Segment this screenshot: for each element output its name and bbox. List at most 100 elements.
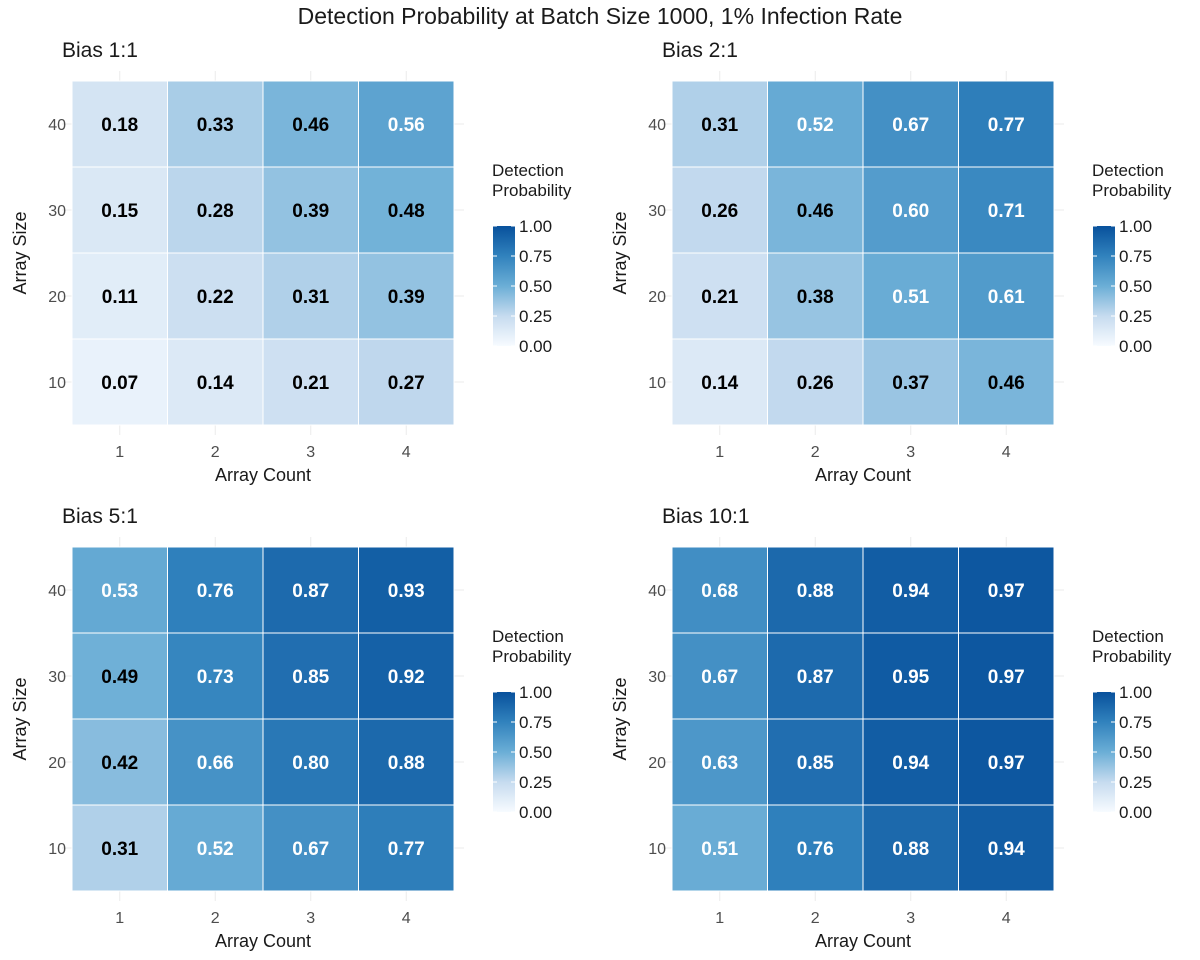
cell-value-label: 0.21 — [701, 287, 738, 308]
cell-value-label: 0.53 — [101, 581, 138, 602]
legend-tick-label: 0.75 — [1119, 713, 1152, 732]
cell-value-label: 0.52 — [197, 839, 234, 860]
heatmap-cell — [358, 252, 455, 340]
y-tick-label: 10 — [48, 841, 66, 858]
cell-value-label: 0.73 — [197, 667, 234, 688]
legend-tick-label: 0.75 — [519, 713, 552, 732]
heatmap-cell — [167, 338, 264, 426]
heatmap-panel: Bias 10:1 0.51 0.76 0.88 0.94 0.63 0.85 0.94 0.9… — [610, 505, 1172, 951]
heatmap-cell — [862, 80, 959, 168]
heatmap-cell — [358, 80, 455, 168]
y-tick-label: 20 — [648, 289, 666, 306]
heatmap-cell — [958, 718, 1055, 806]
cell-value-label: 0.07 — [101, 373, 138, 394]
heatmap-panel: Bias 1:1 0.07 0.14 0.21 0.27 0.11 0.22 0.31 0.39… — [10, 39, 572, 485]
cell-value-label: 0.42 — [101, 753, 138, 774]
heatmap-cell — [767, 80, 864, 168]
cell-value-label: 0.63 — [701, 753, 738, 774]
cell-value-label: 0.14 — [701, 373, 738, 394]
legend-tick-label: 0.75 — [1119, 247, 1152, 266]
legend-title: Detection — [1092, 161, 1164, 180]
legend-tick-label: 0.25 — [519, 773, 552, 792]
heatmap-panel: Bias 2:1 0.14 0.26 0.37 0.46 0.21 0.38 0.51 0.61… — [610, 39, 1172, 485]
heatmap-cell — [358, 632, 455, 720]
heatmap-cell — [358, 718, 455, 806]
cell-value-label: 0.37 — [892, 373, 929, 394]
x-axis-label: Array Count — [215, 931, 311, 951]
cell-value-label: 0.87 — [292, 581, 329, 602]
heatmap-cell — [958, 546, 1055, 634]
legend-colorbar — [493, 226, 515, 346]
y-tick-label: 20 — [48, 755, 66, 772]
cell-value-label: 0.85 — [797, 753, 834, 774]
y-tick-label: 30 — [648, 669, 666, 686]
x-tick-label: 1 — [115, 444, 124, 461]
legend-title: Probability — [492, 181, 572, 200]
heatmap-cell — [71, 546, 168, 634]
y-tick-label: 30 — [48, 669, 66, 686]
cell-value-label: 0.51 — [892, 287, 929, 308]
y-tick-label: 30 — [48, 203, 66, 220]
heatmap-cell — [958, 804, 1055, 892]
x-tick-label: 4 — [1002, 444, 1011, 461]
cell-value-label: 0.94 — [892, 581, 929, 602]
cell-value-label: 0.51 — [701, 839, 738, 860]
cell-value-label: 0.80 — [292, 753, 329, 774]
legend-title: Detection — [1092, 627, 1164, 646]
cell-value-label: 0.97 — [988, 581, 1025, 602]
heatmap-cell — [671, 252, 768, 340]
legend-tick-label: 0.00 — [519, 337, 552, 356]
cell-value-label: 0.77 — [988, 115, 1025, 136]
heatmap-cell — [862, 166, 959, 254]
cell-value-label: 0.95 — [892, 667, 929, 688]
cell-value-label: 0.67 — [892, 115, 929, 136]
legend-tick-label: 0.50 — [1119, 743, 1152, 762]
heatmap-cell — [71, 338, 168, 426]
cell-value-label: 0.11 — [102, 287, 138, 308]
heatmap-cell — [958, 80, 1055, 168]
panel-title: Bias 5:1 — [62, 505, 138, 528]
cell-value-label: 0.56 — [388, 115, 425, 136]
legend-title: Probability — [1092, 647, 1172, 666]
heatmap-cell — [862, 252, 959, 340]
x-tick-label: 4 — [402, 444, 411, 461]
cell-value-label: 0.28 — [197, 201, 234, 222]
legend-tick-label: 1.00 — [519, 683, 552, 702]
cell-value-label: 0.38 — [797, 287, 834, 308]
panel-title: Bias 10:1 — [662, 505, 750, 528]
x-tick-label: 2 — [211, 910, 220, 927]
cell-value-label: 0.52 — [797, 115, 834, 136]
legend-colorbar — [493, 692, 515, 812]
heatmap-cell — [671, 166, 768, 254]
legend-title: Detection — [492, 627, 564, 646]
cell-value-label: 0.39 — [388, 287, 425, 308]
legend-tick-label: 1.00 — [1119, 683, 1152, 702]
cell-value-label: 0.76 — [197, 581, 234, 602]
heatmap-cell — [262, 546, 359, 634]
cell-value-label: 0.77 — [388, 839, 425, 860]
y-tick-label: 20 — [48, 289, 66, 306]
heatmap-panel: Bias 5:1 0.31 0.52 0.67 0.77 0.42 0.66 0.80 0.88… — [10, 505, 572, 951]
y-tick-label: 40 — [648, 117, 666, 134]
x-tick-label: 3 — [906, 444, 915, 461]
heatmap-cell — [71, 718, 168, 806]
cell-value-label: 0.31 — [101, 839, 138, 860]
legend-tick-label: 0.75 — [519, 247, 552, 266]
legend-tick-label: 0.50 — [519, 277, 552, 296]
legend-colorbar — [1093, 226, 1115, 346]
x-tick-label: 1 — [115, 910, 124, 927]
heatmap-cell — [71, 166, 168, 254]
heatmap-cell — [767, 338, 864, 426]
legend-title: Probability — [1092, 181, 1172, 200]
cell-value-label: 0.60 — [892, 201, 929, 222]
x-tick-label: 2 — [811, 444, 820, 461]
heatmap-cell — [767, 166, 864, 254]
cell-value-label: 0.31 — [701, 115, 738, 136]
y-tick-label: 10 — [48, 375, 66, 392]
cell-value-label: 0.31 — [292, 287, 329, 308]
cell-value-label: 0.67 — [292, 839, 329, 860]
legend-tick-label: 0.25 — [519, 307, 552, 326]
x-tick-label: 4 — [402, 910, 411, 927]
